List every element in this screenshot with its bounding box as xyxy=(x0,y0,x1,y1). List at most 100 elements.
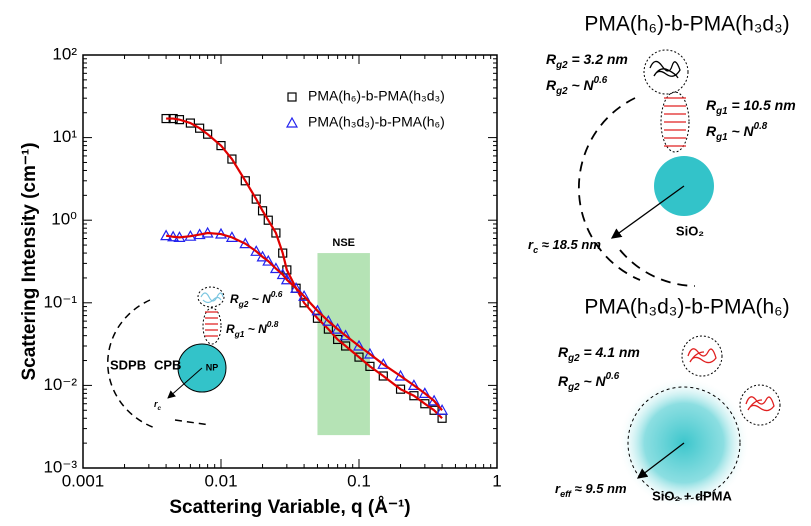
label-part: g1 xyxy=(715,132,727,143)
coil xyxy=(687,348,717,364)
data-point xyxy=(263,215,273,225)
label-part: r xyxy=(528,237,534,252)
label-part: g1 xyxy=(715,106,727,117)
coil xyxy=(649,60,681,79)
diagram-2 xyxy=(618,335,781,509)
data-point xyxy=(339,329,352,341)
label-part: ~ N xyxy=(248,292,271,306)
fit-line xyxy=(166,117,443,420)
data-point xyxy=(298,290,311,301)
inset-sdpb: SDPB xyxy=(110,357,146,372)
inset-arrow xyxy=(167,367,203,399)
plot-frame xyxy=(82,54,498,469)
label-part: = 10.5 nm xyxy=(728,97,796,113)
label: Rg2 = 4.1 nm xyxy=(558,344,640,364)
data-point xyxy=(322,314,335,326)
legend-marker xyxy=(287,92,297,102)
data-point xyxy=(280,273,293,285)
label-part: eff xyxy=(560,489,572,499)
label-part: ~ N xyxy=(568,77,595,93)
inset-coil-outline xyxy=(197,286,225,308)
coil-outline xyxy=(681,335,723,377)
label-part: R xyxy=(706,123,717,139)
legend-marker xyxy=(285,116,299,128)
label-part: R xyxy=(558,344,569,360)
label-part: 0.8 xyxy=(754,121,768,132)
data-point xyxy=(420,399,430,409)
core-outline xyxy=(627,386,741,500)
label-part: c xyxy=(533,245,538,255)
inset-cpb: CPB xyxy=(154,357,181,372)
label-part: 0.6 xyxy=(606,371,620,382)
coil-outline xyxy=(660,91,690,153)
data-point xyxy=(429,405,439,415)
label-part: g2 xyxy=(555,60,568,71)
label: Rg1 ~ N0.8 xyxy=(226,319,279,339)
label-part: R xyxy=(558,373,569,389)
data-point xyxy=(377,358,390,369)
label-part: = 4.1 nm xyxy=(580,344,640,360)
label-part: ≈ 18.5 nm xyxy=(538,237,601,252)
x-tick-label: 0.1 xyxy=(347,471,371,490)
core-label: SiO₂ xyxy=(676,223,704,238)
y-tick-label: 10¹ xyxy=(52,127,77,146)
legend-label: PMA(h₃d₃)-b-PMA(h₆) xyxy=(308,114,445,130)
data-point xyxy=(251,194,261,204)
data-point xyxy=(240,176,250,186)
data-point xyxy=(216,141,226,151)
radius-arrow xyxy=(636,442,685,479)
data-point xyxy=(436,404,449,415)
label-part: 0.6 xyxy=(594,75,608,86)
data-point xyxy=(276,268,289,280)
label: Rg2 ~ N0.6 xyxy=(558,371,620,393)
label-part: ~ N xyxy=(580,373,607,389)
label-part: = 3.2 nm xyxy=(568,51,628,67)
inset-coil xyxy=(200,292,224,304)
label: Rg1 = 10.5 nm xyxy=(706,97,796,117)
label-part: R xyxy=(226,322,235,336)
x-axis-label: Scattering Variable, q (Å⁻¹) xyxy=(169,497,410,518)
plot: NSE 0.001 0.01 0.1 1 10⁻³ 10⁻² 10⁻¹ 10⁰ 10¹ 10² Sca… xyxy=(19,44,502,518)
label-part: ~ N xyxy=(728,123,755,139)
label-part: r xyxy=(555,481,561,496)
x-tick-label: 1 xyxy=(492,471,501,490)
data-point xyxy=(227,154,237,164)
data-point xyxy=(299,298,309,308)
inset-np: NP xyxy=(206,362,219,372)
label: Rg1 ~ N0.8 xyxy=(706,121,768,143)
data-point xyxy=(203,129,213,139)
diagram-1 xyxy=(578,49,714,287)
label-part: g2 xyxy=(567,353,580,364)
label: rc xyxy=(154,399,162,412)
label-part: R xyxy=(546,51,557,67)
x-tick-label: 0.001 xyxy=(62,471,105,490)
label-part: ~ N xyxy=(244,322,267,336)
data-point xyxy=(271,228,281,238)
inset-shell xyxy=(174,419,211,426)
fit-line xyxy=(165,231,443,411)
label-part: R xyxy=(230,292,239,306)
y-axis-label: Scattering Intensity (cm⁻¹) xyxy=(19,142,40,380)
radius-arrow xyxy=(610,185,685,239)
inset-coil-outline xyxy=(202,307,222,345)
label-part: c xyxy=(158,405,162,412)
data-point xyxy=(395,384,406,394)
label: Rg2 ~ N0.6 xyxy=(230,289,283,309)
y-tick-label: 10⁻¹ xyxy=(43,292,77,311)
x-tick-label: 0.01 xyxy=(204,471,237,490)
data-point xyxy=(331,322,344,334)
label-part: r xyxy=(154,399,158,409)
data-point xyxy=(257,206,268,216)
y-tick-label: 10⁻² xyxy=(43,375,77,394)
data-point xyxy=(185,118,195,128)
coil xyxy=(664,97,686,147)
data-point xyxy=(290,282,303,293)
data-point xyxy=(354,352,364,362)
data-point xyxy=(365,361,375,371)
data-point xyxy=(428,394,441,406)
label-part: ≈ 9.5 nm xyxy=(571,481,627,496)
label-part: 0.8 xyxy=(267,319,279,329)
label-part: g2 xyxy=(567,382,580,393)
